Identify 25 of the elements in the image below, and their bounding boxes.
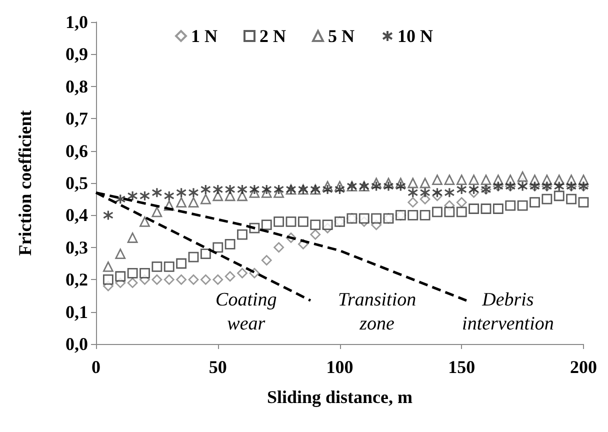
y-tick-label: 0,8 <box>66 76 88 96</box>
y-tick-label: 0,0 <box>66 334 88 354</box>
annotation: Debris intervention <box>462 290 554 334</box>
legend-label: 1 N <box>191 26 218 46</box>
y-tick-label: 0,3 <box>66 237 88 258</box>
x-tick-label: 150 <box>448 357 476 377</box>
annotation: Coating wear <box>216 290 277 334</box>
y-tick-label: 0,6 <box>66 140 88 161</box>
y-tick-label: 0,1 <box>66 302 88 322</box>
legend-label: 10 N <box>398 26 433 46</box>
y-tick-label: 0,2 <box>66 270 88 290</box>
legend-label: 2 N <box>260 26 286 46</box>
x-tick-label: 0 <box>92 357 100 377</box>
x-tick-label: 50 <box>208 357 227 377</box>
y-axis-title: Friction coefficient <box>15 110 35 256</box>
y-tick-label: 0,9 <box>66 44 88 64</box>
y-tick-label: 0,5 <box>66 173 88 193</box>
legend-label: 5 N <box>328 26 354 46</box>
y-tick-label: 0,4 <box>66 205 88 226</box>
annotation: Transition zone <box>338 290 416 334</box>
x-tick-label: 100 <box>326 357 354 377</box>
y-tick-label: 0,7 <box>66 108 88 129</box>
x-tick-label: 200 <box>570 357 597 377</box>
y-tick-label: 1,0 <box>66 12 88 32</box>
x-axis-title: Sliding distance, m <box>266 387 413 407</box>
